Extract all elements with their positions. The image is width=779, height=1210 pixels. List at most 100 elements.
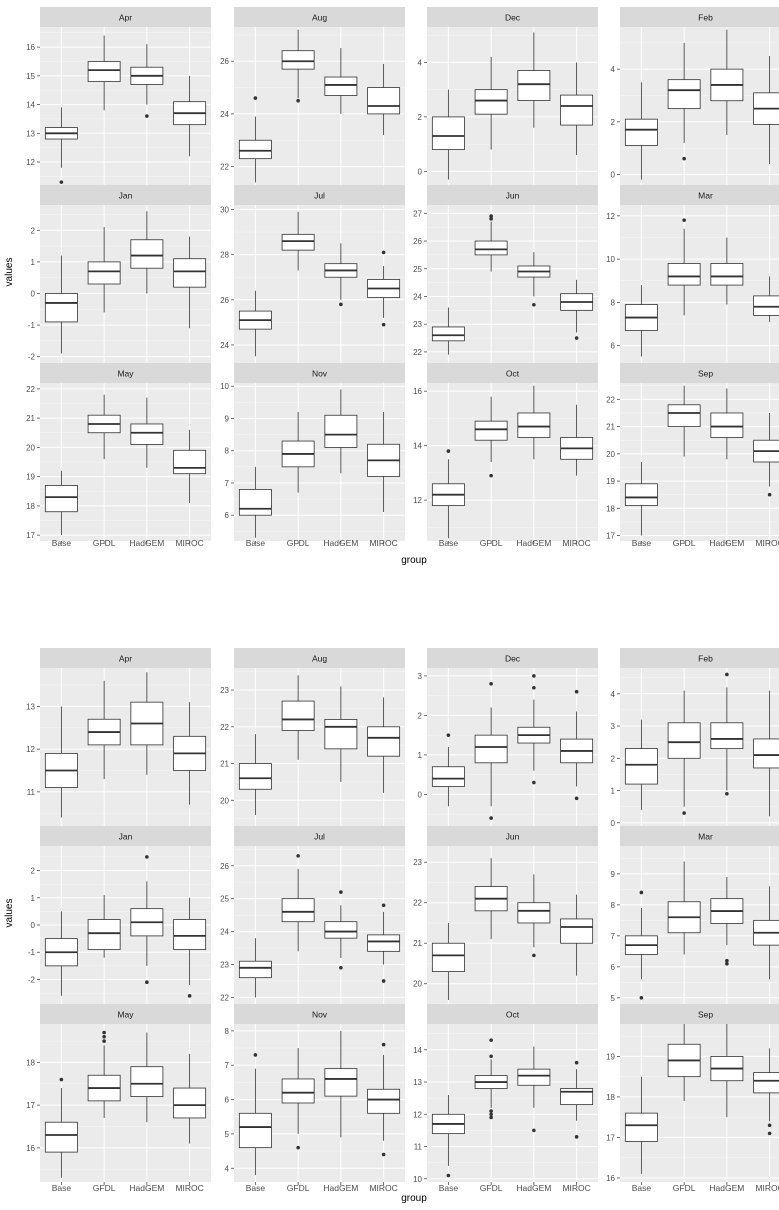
box-gfdl [474,682,508,820]
y-tick-label: 8 [225,447,230,456]
box-miroc [560,279,594,340]
x-tick-label: GFDL [480,1183,503,1193]
box-hadgem [710,29,744,135]
y-tick-label: 6 [225,1096,230,1105]
x-tick-label: MIROC [755,538,779,548]
box-iqr [753,295,779,316]
box-iqr [710,263,744,286]
y-tick-label: 7 [611,932,616,941]
box-iqr [431,326,465,342]
box-hadgem [517,1046,551,1133]
box-hadgem [324,890,358,970]
figure-1: Apr1213141516Aug222426Dec024Feb024Jan-2-… [4,7,779,566]
box-miroc [367,412,401,512]
y-tick-label: 24 [220,341,229,350]
y-tick-label: 7 [225,479,230,488]
x-tick-label: Base [246,538,266,548]
facet-may: May 17 18 19 20 21 22 Base GFDL HadGEM MIROC [26,363,211,548]
box-iqr [367,87,401,115]
box-iqr [431,766,465,787]
box-hadgem [130,1032,164,1123]
x-tick-label: Base [246,1183,266,1193]
facet-title: Feb [698,654,713,664]
outlier-point [253,96,258,100]
facet-strip [40,7,211,27]
facet-may: May 16 17 18 Base GFDL HadGEM MIROC [26,1004,211,1193]
box-miroc [753,1048,779,1136]
facet-strip [620,363,779,383]
box-iqr [474,420,508,441]
box-iqr [710,412,744,438]
box-iqr [367,726,401,757]
facet-title: Jun [506,191,520,201]
box-iqr [44,1121,78,1153]
y-tick-label: 25 [413,265,422,274]
y-tick-label: 14 [413,1046,422,1055]
y-tick-label: 0 [418,790,423,799]
box-hadgem [130,211,164,294]
box-miroc [560,62,594,156]
facet-title: Oct [506,369,520,379]
box-iqr [87,261,121,285]
box-base [624,890,658,1000]
outlier-point [253,1053,258,1057]
box-gfdl [474,214,508,272]
y-tick-label: 20 [606,450,615,459]
facet-title: Mar [698,832,713,842]
box-iqr [367,1088,401,1114]
box-iqr [238,763,272,790]
facet-title: Oct [506,1010,520,1020]
box-hadgem [517,874,551,958]
outlier-point [682,218,686,222]
outlier-point [381,979,386,983]
box-base [238,938,272,998]
facet-title: Sep [698,369,713,379]
y-tick-label: 24 [220,928,229,937]
box-gfdl [281,854,315,952]
facet-title: Jul [314,832,325,842]
box-iqr [667,722,701,759]
outlier-point [767,1123,772,1128]
x-tick-label: MIROC [369,538,397,548]
box-miroc [753,55,779,164]
y-tick-label: 4 [225,1164,230,1173]
box-miroc [367,903,401,983]
box-hadgem [324,48,358,114]
facet-title: Apr [119,13,132,23]
box-base [624,1076,658,1174]
box-miroc [173,429,207,503]
y-tick-label: 21 [606,423,615,432]
box-hadgem [517,32,551,128]
box-iqr [324,414,358,448]
y-tick-label: 0 [418,167,423,176]
box-hadgem [130,397,164,468]
x-tick-label: HadGEM [129,1183,164,1193]
facet-strip [40,1004,211,1024]
box-miroc [753,276,779,322]
y-tick-label: -1 [28,948,36,957]
y-tick-label: 2 [611,118,616,127]
y-tick-label: 2 [418,113,423,122]
box-gfdl [87,227,121,313]
x-tick-label: MIROC [562,1183,590,1193]
x-tick-label: GFDL [673,538,696,548]
box-iqr [560,94,594,126]
box-miroc [560,404,594,476]
box-iqr [130,423,164,445]
box-iqr [44,485,78,513]
box-hadgem [517,674,551,785]
outlier-point [296,854,300,858]
y-tick-label: 27 [413,209,422,218]
box-iqr [367,934,401,952]
box-iqr [560,918,594,944]
facet-title: Aug [312,654,327,664]
outlier-point [489,1038,493,1042]
y-tick-label: 22 [220,993,229,1002]
y-tick-label: 16 [26,1144,35,1153]
x-tick-label: GFDL [287,1183,310,1193]
box-miroc [367,697,401,793]
facet-strip [427,7,598,27]
outlier-point [639,890,644,895]
box-iqr [130,239,164,269]
facet-title: Nov [312,369,328,379]
